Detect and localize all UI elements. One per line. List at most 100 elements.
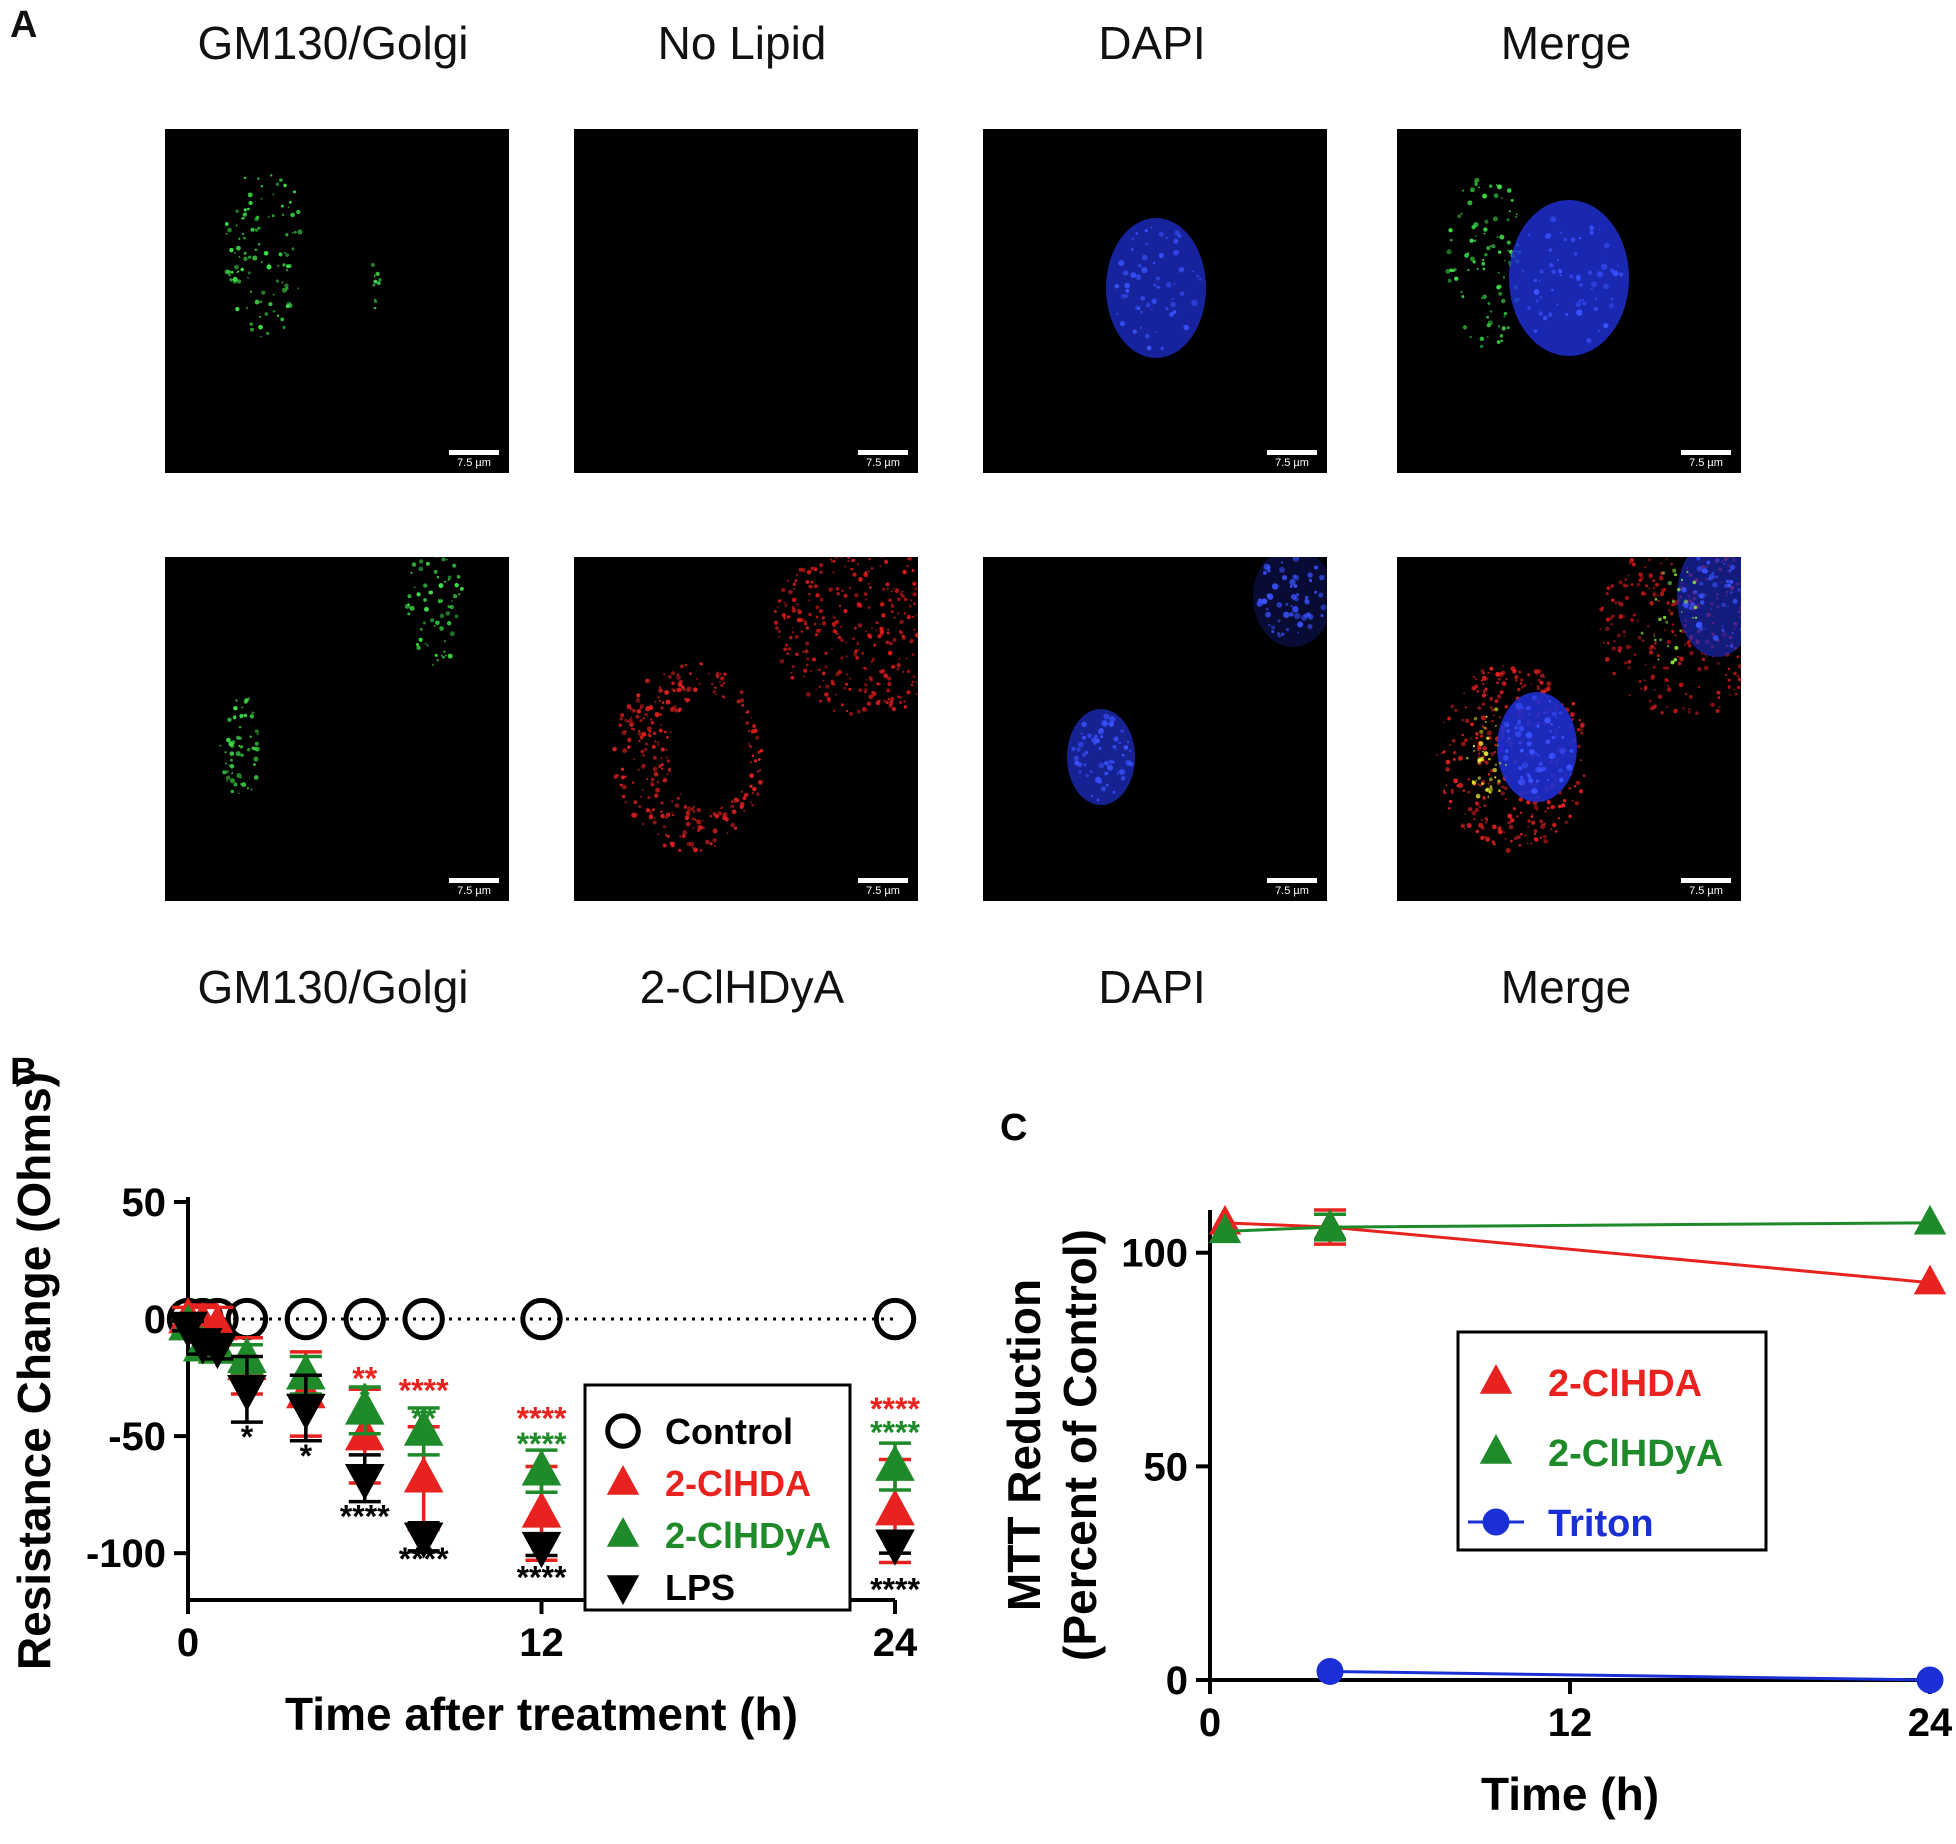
scale-bar-label: 7.5 µm (1689, 885, 1723, 897)
legend-entry-label: 2-ClHDyA (1548, 1433, 1723, 1475)
y-tick-label: -100 (86, 1532, 166, 1576)
data-point-marker (403, 1522, 444, 1559)
scale-bar: 7.5 µm (449, 878, 499, 897)
significance-label: **** (517, 1400, 567, 1436)
significance-label: ** (352, 1361, 377, 1397)
legend-entry-label: Triton (1548, 1503, 1654, 1545)
micrograph-drawing (224, 174, 382, 338)
scale-bar: 7.5 µm (1267, 450, 1317, 469)
x-tick-label: 0 (177, 1621, 199, 1665)
data-point-marker (1482, 1508, 1510, 1536)
data-point-marker (873, 1297, 917, 1341)
y-axis-title-line2: (Percent of Control) (1054, 1229, 1106, 1661)
data-point-marker (344, 1463, 385, 1501)
data-point-marker (402, 1297, 445, 1341)
data-point-marker (521, 1491, 562, 1528)
x-tick-label: 24 (873, 1621, 918, 1665)
scale-bar-label: 7.5 µm (1689, 457, 1723, 469)
panel-b-chart: B 50 0 -50 -100 0 12 24 Time after treatment (h)… (8, 1051, 920, 1740)
scale-bar: 7.5 µm (449, 450, 499, 469)
scale-bar-line (1267, 450, 1317, 455)
series-2-ClHDA (1208, 1204, 1947, 1295)
bottom-column-label: Merge (1500, 961, 1632, 1013)
scale-bar-line (449, 878, 499, 883)
scale-bar-line (1681, 878, 1731, 883)
scale-bar: 7.5 µm (1681, 450, 1731, 469)
y-tick-label: -50 (108, 1415, 166, 1459)
top-column-label: GM130/Golgi (197, 17, 469, 69)
data-point-marker (1916, 1666, 1944, 1694)
scale-bar: 7.5 µm (858, 450, 908, 469)
y-tick-label: 100 (1121, 1232, 1188, 1276)
scale-bar-label: 7.5 µm (1275, 457, 1309, 469)
panel-b-letter: B (10, 1051, 37, 1093)
significance-label: **** (870, 1391, 920, 1427)
data-point-marker (1913, 1204, 1947, 1235)
micrograph-image: 7.5 µm (983, 557, 1327, 901)
y-tick-label: 0 (1166, 1659, 1188, 1703)
data-point-marker (1313, 1209, 1347, 1239)
data-point-marker (1208, 1213, 1242, 1244)
scale-bar-line (1267, 878, 1317, 883)
x-axis-title: Time (h) (1481, 1768, 1659, 1820)
data-point-marker (403, 1456, 444, 1493)
significance-label: **** (870, 1571, 920, 1607)
significance-label: **** (399, 1541, 449, 1577)
micrograph-drawing (219, 557, 464, 795)
x-tick-label: 24 (1908, 1701, 1953, 1745)
significance-label: **** (399, 1372, 449, 1408)
data-point-marker (343, 1297, 386, 1341)
data-point-marker (1913, 1264, 1947, 1295)
micrograph-image: 7.5 µm (1397, 557, 1741, 901)
micrograph-drawing (1067, 557, 1327, 805)
micrograph-image: 7.5 µm (1397, 129, 1741, 473)
x-axis-title: Time after treatment (h) (285, 1688, 798, 1740)
significance-label: ** (411, 1400, 436, 1436)
scale-bar-line (858, 450, 908, 455)
legend-entry-label: 2-ClHDyA (665, 1515, 831, 1556)
panel-c-chart: C 0 50 100 0 12 24 Time (h) MTT Reduction (Percen… (998, 1107, 1953, 1820)
scale-bar-line (1681, 450, 1731, 455)
panel-a-letter: A (10, 4, 38, 46)
x-tick-label: 12 (1548, 1701, 1593, 1745)
data-point-marker (286, 1393, 326, 1431)
series-Triton (1316, 1657, 1944, 1694)
scale-bar: 7.5 µm (1681, 878, 1731, 897)
data-point-marker (606, 1465, 640, 1495)
data-point-marker (606, 1517, 640, 1547)
data-point-marker (1316, 1657, 1344, 1685)
data-point-marker (875, 1489, 915, 1526)
data-point-marker (605, 1413, 641, 1449)
micrograph-image: 7.5 µm (983, 129, 1327, 473)
legend-box (583, 1383, 852, 1612)
significance-label: **** (517, 1560, 567, 1596)
scale-bar-label: 7.5 µm (457, 457, 491, 469)
y-tick-label: 50 (122, 1181, 167, 1225)
scale-bar: 7.5 µm (858, 878, 908, 897)
scale-bar-line (449, 450, 499, 455)
scale-bar-line (858, 878, 908, 883)
legend: Control 2-ClHDA 2-ClHDyA LPS (583, 1383, 852, 1612)
data-point-marker (284, 1297, 328, 1341)
bottom-column-label: DAPI (1098, 961, 1206, 1013)
series-LPS (168, 1311, 915, 1569)
micrograph-drawing (1106, 218, 1206, 358)
data-point-marker (197, 1332, 238, 1370)
legend-entry-label: 2-ClHDA (665, 1463, 811, 1504)
y-axis-title: MTT Reduction (998, 1279, 1050, 1611)
x-tick-label: 12 (519, 1621, 564, 1665)
scale-bar-label: 7.5 µm (866, 885, 900, 897)
data-point-marker (1479, 1434, 1513, 1464)
significance-label: * (300, 1438, 313, 1474)
y-tick-label: 50 (1144, 1445, 1189, 1489)
data-point-marker (521, 1531, 562, 1569)
top-column-label: No Lipid (657, 17, 827, 69)
data-point-marker (520, 1297, 563, 1341)
top-column-label: Merge (1500, 17, 1632, 69)
data-point-marker (1479, 1364, 1513, 1394)
micrograph-drawing (1436, 557, 1741, 853)
significance-label: **** (870, 1414, 920, 1450)
panel-c-letter: C (1000, 1107, 1027, 1149)
micrograph-image: 7.5 µm (165, 557, 509, 901)
significance-label: * (241, 1419, 254, 1455)
